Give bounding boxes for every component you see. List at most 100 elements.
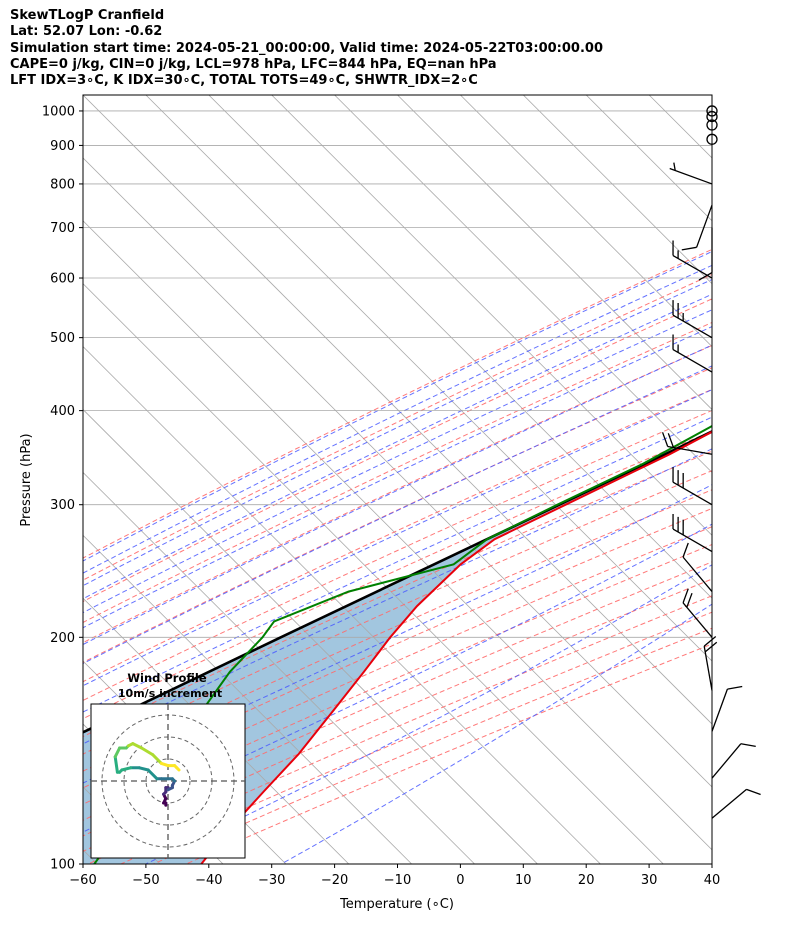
isotherm-line	[83, 346, 601, 864]
time-line: Simulation start time: 2024-05-21_00:00:…	[10, 40, 603, 56]
moist-adiabat-line	[83, 484, 712, 784]
wind-barb-feather	[703, 635, 717, 647]
isotherm-line	[271, 95, 712, 536]
y-tick-label: 800	[50, 177, 75, 192]
y-tick-label: 700	[50, 221, 75, 236]
wind-barb-feather	[746, 788, 761, 796]
wind-barb-staff	[672, 481, 713, 506]
wind-barb-staff	[672, 528, 713, 553]
wind-barb-staff	[711, 743, 742, 779]
dry-adiabat-line	[83, 507, 712, 789]
y-tick-label: 100	[50, 858, 75, 873]
header: SkewTLogP Cranfield Lat: 52.07 Lon: -0.6…	[10, 8, 603, 89]
isotherm-line	[83, 283, 664, 864]
location-line: Lat: 52.07 Lon: -0.62	[10, 24, 163, 40]
wind-barb-staff	[711, 688, 729, 732]
hodograph-segment	[137, 766, 150, 772]
hodograph-segment	[151, 753, 163, 765]
x-tick-label: 40	[704, 873, 721, 888]
hodograph-segment	[120, 766, 133, 772]
wind-barb-staff	[682, 556, 713, 593]
moist-adiabat-line	[83, 293, 712, 600]
hodograph-segment	[113, 755, 119, 774]
isotherm-line	[523, 95, 712, 285]
y-tick-label: 200	[50, 631, 75, 646]
x-tick-label: −50	[132, 873, 159, 888]
wind-barb	[672, 240, 713, 279]
wind-barb	[672, 513, 713, 553]
dry-adiabat-line	[83, 470, 712, 755]
wind-barb	[703, 635, 718, 691]
isotherm-line	[334, 95, 712, 473]
moist-adiabat-line	[83, 250, 712, 562]
x-tick-label: 30	[641, 873, 658, 888]
dry-adiabat-line	[83, 543, 712, 821]
wind-barb-feather	[661, 432, 669, 447]
y-tick-label: 600	[50, 272, 75, 287]
isotherm-line	[648, 95, 712, 159]
dewpoint-profile-line	[93, 424, 712, 864]
y-tick-label: 300	[50, 498, 75, 513]
wind-barb-staff	[672, 254, 713, 279]
wind-barb	[672, 467, 713, 506]
wind-barb-feather	[704, 641, 718, 653]
parcel-profile-line	[83, 429, 712, 734]
hodograph-segment	[140, 746, 155, 757]
wind-barb-staff	[682, 602, 713, 638]
moist-adiabat-line	[83, 523, 712, 833]
isotherm-line	[83, 157, 712, 788]
x-tick-label: −40	[195, 873, 222, 888]
wind-barb-staff	[711, 788, 747, 819]
isotherm-line	[83, 408, 538, 864]
wind-barb-feather	[727, 685, 743, 690]
x-tick-label: 0	[456, 873, 464, 888]
temperature-profile-line	[200, 430, 712, 864]
hodograph-segment	[113, 746, 122, 759]
x-tick-label: −30	[258, 873, 285, 888]
wind-barb-feather	[673, 162, 676, 171]
wind-barb-staff	[669, 167, 713, 185]
wind-barb-feather	[740, 743, 756, 748]
isotherm-line	[83, 220, 712, 851]
indices-line: LFT IDX=3∘C, K IDX=30∘C, TOTAL TOTS=49∘C…	[10, 73, 478, 89]
isotherm-line	[83, 534, 412, 864]
cape-line: CAPE=0 j/kg, CIN=0 j/kg, LCL=978 hPa, LF…	[10, 56, 497, 72]
wind-barb-staff	[672, 314, 713, 339]
wind-barb-staff	[672, 349, 713, 373]
wind-barb	[711, 743, 756, 779]
x-tick-label: −10	[384, 873, 411, 888]
wind-barb-feather	[681, 246, 697, 251]
y-axis-label: Pressure (hPa)	[19, 433, 34, 526]
isotherm-line	[711, 95, 712, 96]
moist-adiabat-line	[83, 344, 712, 646]
dry-adiabat-line	[83, 298, 712, 603]
hodograph-segment	[175, 766, 181, 772]
y-tick-label: 1000	[42, 104, 75, 119]
isotherm-line	[83, 471, 475, 864]
mixing-ratio-line	[768, 95, 794, 338]
moist-adiabat-line	[83, 278, 712, 587]
dry-adiabat-line	[83, 430, 712, 720]
wind-barb-feather	[686, 592, 693, 608]
wind-barb	[682, 588, 713, 638]
dry-adiabat-line	[83, 248, 712, 559]
moist-adiabat-line	[83, 448, 712, 745]
wind-barb	[661, 432, 713, 455]
isotherm-line	[83, 95, 712, 725]
hodograph-ring	[145, 758, 191, 804]
wind-barb	[672, 300, 713, 339]
x-tick-label: 20	[578, 873, 595, 888]
x-tick-label: −20	[321, 873, 348, 888]
dry-adiabat-line	[83, 409, 712, 701]
wind-barb-staff	[667, 445, 713, 455]
x-axis-label: Temperature (∘C)	[339, 897, 454, 912]
isotherm-line	[145, 95, 712, 662]
isotherm-line	[460, 95, 712, 348]
wind-barb	[682, 542, 713, 593]
wind-barb-feather	[667, 433, 675, 448]
wind-barb	[681, 204, 713, 251]
dry-adiabat-line	[83, 274, 712, 581]
dry-adiabat-line	[83, 367, 712, 663]
wind-barb-staff	[695, 204, 713, 248]
